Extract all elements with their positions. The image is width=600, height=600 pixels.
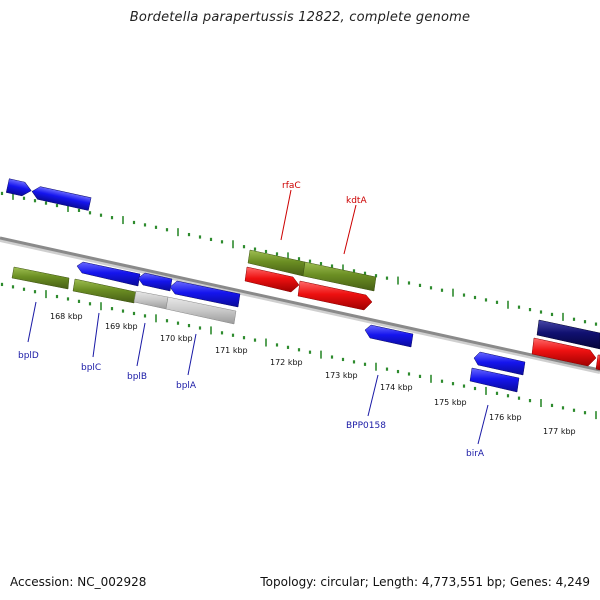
gene-arrow[interactable] [531, 337, 597, 367]
gene-arrow[interactable] [302, 261, 377, 292]
label-leader [136, 322, 146, 367]
scale-label: 176 kbp [489, 413, 522, 422]
gene-label-rfac: rfaC [282, 181, 301, 191]
gene-arrow[interactable] [595, 354, 600, 371]
gene-label-bpla: bplA [176, 381, 197, 391]
gene-arrow[interactable] [137, 272, 173, 292]
genome-backbone-shadow [0, 238, 600, 374]
page-title: Bordetella parapertussis 12822, complete… [129, 10, 471, 25]
scale-label: 172 kbp [270, 358, 303, 367]
gene-arrow[interactable] [72, 278, 137, 304]
gene-arrow[interactable] [165, 296, 237, 325]
gene-arrow[interactable] [364, 324, 414, 348]
gene-label-bpp0158: BPP0158 [346, 421, 386, 431]
scale-label: 175 kbp [434, 398, 467, 407]
genome-backbone [0, 236, 600, 372]
gene-arrow[interactable] [133, 290, 169, 310]
gene-label-bpld: bplD [18, 351, 39, 361]
upper-tick-row [0, 191, 598, 326]
gene-label-bplb: bplB [127, 372, 147, 382]
gene-label-bplc: bplC [81, 363, 101, 373]
accession-text: Accession: NC_002928 [10, 575, 147, 589]
gene-arrow[interactable] [473, 351, 526, 376]
label-leader [343, 204, 357, 255]
gene-arrow[interactable] [76, 261, 141, 287]
gene-arrow[interactable] [11, 266, 70, 290]
label-leader [27, 301, 37, 343]
lower-tick-row [0, 282, 597, 420]
label-leader [187, 333, 197, 376]
label-leader [367, 374, 379, 417]
genome-summary-text: Topology: circular; Length: 4,773,551 bp… [260, 575, 590, 589]
gene-label-bira: birA [466, 449, 485, 459]
label-leader [477, 404, 489, 445]
scale-label: 169 kbp [105, 322, 138, 331]
gene-arrow[interactable] [169, 280, 241, 308]
scale-label: 173 kbp [325, 371, 358, 380]
gene-arrow[interactable] [469, 367, 520, 393]
gene-label-kdta: kdtA [346, 196, 367, 206]
scale-label: 174 kbp [380, 383, 413, 392]
gene-arrow[interactable] [244, 266, 300, 293]
gene-arrow[interactable] [297, 280, 373, 311]
label-leader [280, 189, 292, 241]
scale-label: 177 kbp [543, 427, 576, 436]
gene-arrow[interactable] [5, 178, 32, 198]
scale-label: 171 kbp [215, 346, 248, 355]
scale-label: 168 kbp [50, 312, 83, 321]
gene-arrow[interactable] [31, 185, 92, 211]
label-leader [92, 312, 100, 358]
gene-arrow[interactable] [536, 319, 600, 350]
scale-label: 170 kbp [160, 334, 193, 343]
